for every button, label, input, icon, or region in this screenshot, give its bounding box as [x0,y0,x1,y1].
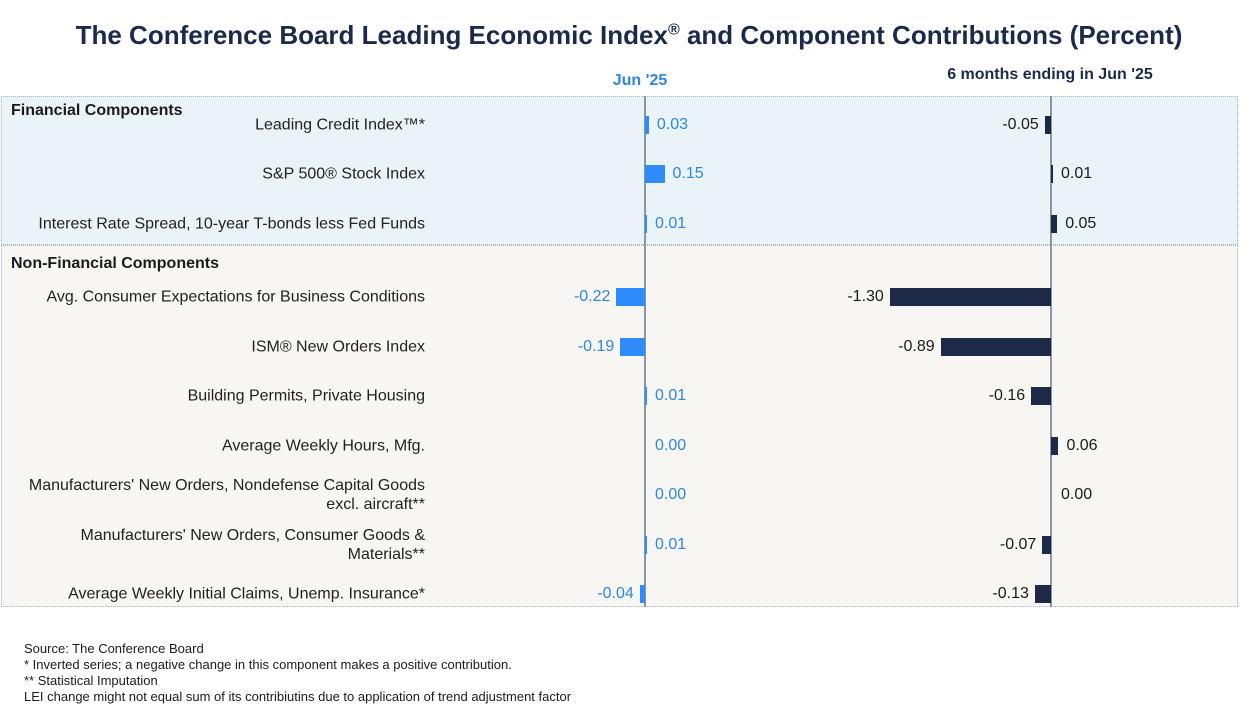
column-header-month: Jun '25 [612,72,668,89]
axis-month [644,96,646,607]
footnotes: Source: The Conference Board * Inverted … [24,641,571,705]
bar-six-months [940,338,1051,356]
value-label-six-months: 0.00 [1061,486,1093,503]
footnote-trend: LEI change might not equal sum of its co… [24,689,572,704]
value-label-six-months: -1.30 [847,288,884,305]
category-label: Interest Rate Spread, 10-year T-bonds le… [38,215,425,233]
value-label-month: -0.04 [597,585,634,602]
bar-month [645,165,665,183]
bar-six-months [1031,387,1051,405]
bar-month [620,338,645,356]
bar-month [616,288,645,306]
value-label-month: 0.00 [655,486,687,503]
category-label: Manufacturers' New Orders, Nondefense Ca… [28,477,425,513]
column-header-six-months: 6 months ending in Jun '25 [947,66,1153,83]
section-financial: Financial Components [11,102,183,119]
bar-month [645,215,647,233]
bar-six-months [1044,116,1051,134]
category-label: S&P 500® Stock Index [262,165,425,183]
bar-month [645,536,647,554]
value-label-month: 0.01 [655,387,687,404]
value-label-six-months: 0.01 [1061,165,1093,182]
bar-six-months [1034,585,1051,603]
bar-month [639,585,645,603]
value-label-month: -0.19 [577,338,615,355]
value-label-six-months: -0.07 [999,536,1037,553]
value-label-month: -0.22 [573,288,611,305]
value-label-month: 0.01 [655,215,687,232]
footnote-imputation: ** Statistical Imputation [24,673,158,688]
value-label-six-months: -0.13 [992,585,1029,602]
financial-panel [1,96,1238,245]
category-label: Avg. Consumer Expectations for Business … [46,288,425,306]
value-label-six-months: -0.89 [898,338,935,355]
category-label: Average Weekly Initial Claims, Unemp. In… [68,585,425,603]
bar-month [645,387,647,405]
value-label-six-months: 0.05 [1065,215,1097,232]
category-label: Leading Credit Index™* [255,116,425,134]
category-label: Manufacturers' New Orders, Consumer Good… [80,527,425,563]
bar-six-months [889,288,1051,306]
bar-six-months [1051,165,1053,183]
value-label-month: 0.03 [656,116,689,133]
axis-six-months [1050,96,1052,607]
section-non-financial: Non-Financial Components [11,255,219,272]
value-label-month: 0.00 [655,437,687,454]
value-label-six-months: 0.06 [1066,437,1098,454]
bar-six-months [1051,215,1058,233]
footnote-inverted: * Inverted series; a negative change in … [24,657,512,672]
bar-six-months [1042,536,1051,554]
value-label-six-months: -0.16 [988,387,1026,404]
footnote-source: Source: The Conference Board [24,641,204,656]
chart-title: The Conference Board Leading Economic In… [75,20,1183,50]
value-label-month: 0.15 [672,165,704,182]
value-label-six-months: -0.05 [1002,116,1039,133]
category-label: ISM® New Orders Index [251,338,425,356]
value-label-month: 0.01 [655,536,687,553]
bar-month [645,116,649,134]
category-label: Average Weekly Hours, Mfg. [221,437,425,455]
bar-six-months [1051,437,1059,455]
category-label: Building Permits, Private Housing [187,387,425,405]
